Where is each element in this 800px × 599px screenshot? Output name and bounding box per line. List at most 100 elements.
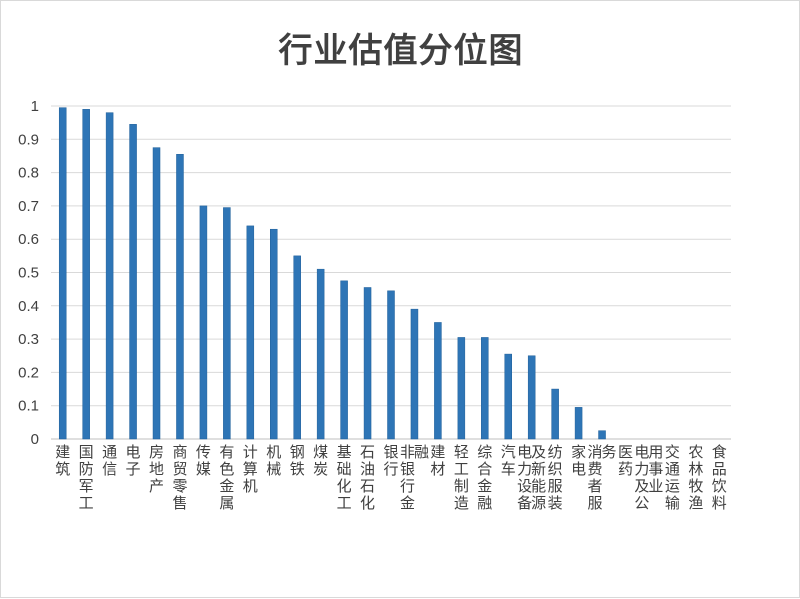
x-category-char: 交 — [665, 443, 680, 461]
x-category-char: 者 — [588, 477, 603, 495]
x-category-char: 电 — [571, 460, 586, 478]
x-category-char: 综 — [477, 443, 492, 461]
x-category-char: 银 — [400, 460, 415, 478]
x-category-char: 钢 — [290, 443, 305, 461]
x-category-label: 钢铁 — [290, 443, 305, 478]
x-category-char: 机 — [266, 443, 281, 461]
x-category-label: 建筑 — [55, 443, 70, 478]
x-category-char: 军 — [79, 477, 94, 495]
x-category-char: 费 — [588, 460, 603, 478]
x-category-char: 信 — [102, 460, 117, 478]
x-category-char: 筑 — [55, 460, 70, 478]
y-tick-label: 0.3 — [18, 331, 39, 348]
x-category-char: 食 — [712, 443, 727, 461]
bar — [105, 112, 114, 440]
x-category-char: 设 — [517, 477, 532, 495]
x-category-char: 电 — [517, 443, 532, 461]
x-category-label: 机械 — [266, 443, 281, 478]
x-category-char: 煤 — [313, 443, 328, 461]
bar — [340, 280, 348, 440]
x-category-char: 材 — [430, 460, 445, 478]
x-category-char: 地 — [149, 460, 164, 478]
x-category-char: 织 — [548, 460, 563, 478]
x-category-char: 建 — [430, 443, 445, 461]
bar — [223, 207, 231, 440]
x-category-char: 及 — [634, 477, 649, 495]
x-category-char: 业 — [648, 477, 663, 495]
x-category-char: 基 — [337, 443, 352, 461]
x-category-char: 石 — [360, 477, 375, 495]
x-category-char: 传 — [196, 443, 211, 461]
x-category-char: 及 — [531, 443, 546, 461]
x-category-char: 属 — [219, 494, 234, 512]
x-category-char: 农 — [688, 443, 703, 461]
bar — [82, 109, 90, 440]
bar — [152, 147, 161, 440]
x-category-char: 力 — [634, 460, 649, 478]
x-category-char: 医 — [618, 443, 633, 461]
x-category-char: 渔 — [688, 494, 703, 512]
x-category-char: 工 — [337, 494, 352, 512]
x-category-char: 行 — [400, 477, 415, 495]
x-category-char: 牧 — [688, 477, 703, 495]
bar — [504, 353, 512, 440]
x-category-char: 商 — [172, 443, 187, 461]
x-category-char: 有 — [219, 443, 234, 461]
x-category-char: 工 — [79, 494, 94, 512]
x-category-char: 源 — [531, 494, 546, 512]
x-category-label: 计算机 — [243, 443, 258, 495]
x-category-char: 用 — [648, 443, 663, 461]
x-category-char: 消 — [588, 443, 603, 461]
y-tick-label: 1 — [31, 98, 39, 115]
x-category-char: 林 — [688, 460, 703, 478]
x-category-char: 家 — [571, 443, 586, 461]
x-category-char: 服 — [548, 477, 563, 495]
x-category-char: 融 — [414, 443, 429, 461]
x-category-char: 力 — [517, 460, 532, 478]
x-category-label: 房地产 — [149, 443, 164, 495]
x-category-char: 算 — [243, 460, 258, 478]
bar — [457, 337, 466, 440]
x-category-char: 药 — [618, 460, 633, 478]
x-category-char: 建 — [55, 443, 70, 461]
bar — [574, 407, 583, 440]
x-category-char: 机 — [243, 477, 258, 495]
y-tick-label: 0.2 — [18, 364, 39, 381]
x-category-label: 传媒 — [196, 443, 211, 478]
bar — [316, 268, 325, 440]
x-category-label: 电子 — [126, 443, 141, 478]
x-category-char: 造 — [454, 494, 469, 512]
x-category-char: 能 — [531, 477, 546, 495]
x-category-char: 电 — [634, 443, 649, 461]
x-category-char: 电 — [126, 443, 141, 461]
x-category-char: 服 — [588, 494, 603, 512]
x-category-label: 汽车 — [501, 443, 516, 478]
x-category-char: 械 — [266, 460, 281, 478]
x-category-char: 运 — [665, 477, 680, 495]
bar — [199, 205, 208, 440]
x-category-char: 务 — [602, 443, 617, 461]
x-category-char: 零 — [172, 477, 187, 495]
x-category-char: 色 — [219, 460, 234, 478]
x-category-char: 防 — [79, 460, 94, 478]
x-category-char: 油 — [360, 460, 375, 478]
y-tick-label: 0 — [31, 431, 39, 448]
x-category-char: 非 — [400, 443, 415, 461]
bar — [434, 322, 442, 440]
x-category-char: 轻 — [454, 443, 469, 461]
bar — [551, 388, 559, 440]
x-category-char: 事 — [648, 460, 663, 478]
x-category-char: 产 — [149, 477, 164, 495]
x-category-char: 装 — [548, 494, 563, 512]
x-category-char: 础 — [337, 460, 352, 478]
x-category-char: 融 — [477, 494, 492, 512]
